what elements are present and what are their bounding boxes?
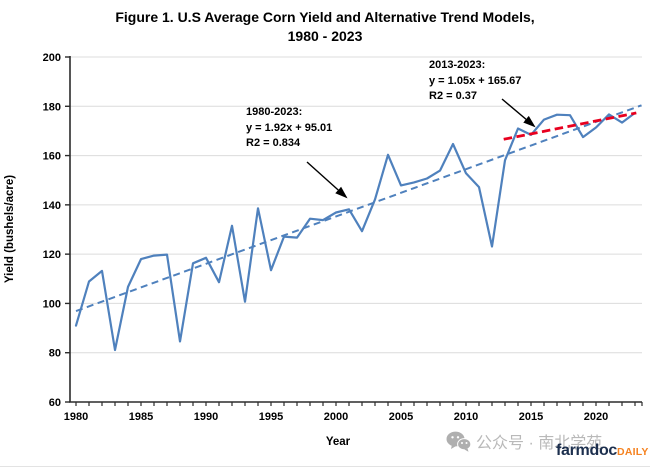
annotation-r2: R2 = 0.37 <box>429 90 478 102</box>
annotation-trend-1980-2023: 1980-2023: y = 1.92x + 95.01 R2 = 0.834 <box>246 105 332 152</box>
watermark: 公众号 · 南北学苑 <box>446 429 602 453</box>
svg-text:2000: 2000 <box>324 411 348 423</box>
annotation-period: 1980-2023: <box>246 106 303 118</box>
chart-title-line1: Figure 1. U.S Average Corn Yield and Alt… <box>115 9 535 25</box>
svg-text:80: 80 <box>49 348 61 360</box>
svg-text:200: 200 <box>43 52 61 64</box>
annotation-r2: R2 = 0.834 <box>246 137 301 149</box>
x-axis-label: Year <box>325 436 351 448</box>
annotation-trend-2013-2023: 2013-2023: y = 1.05x + 165.67 R2 = 0.37 <box>429 58 521 105</box>
watermark-text: 公众号 · 南北学苑 <box>476 435 603 452</box>
svg-text:140: 140 <box>43 200 61 212</box>
svg-text:60: 60 <box>49 397 61 409</box>
chart-title: Figure 1. U.S Average Corn Yield and Alt… <box>0 8 650 46</box>
svg-text:1980: 1980 <box>64 411 88 423</box>
svg-text:100: 100 <box>43 298 61 310</box>
bottom-divider <box>0 466 650 467</box>
svg-text:120: 120 <box>43 249 61 261</box>
svg-text:2010: 2010 <box>454 411 478 423</box>
wechat-icon <box>446 431 471 452</box>
chart-title-line2: 1980 - 2023 <box>287 28 363 44</box>
svg-text:1990: 1990 <box>194 411 218 423</box>
logo-farmdoc-text: farmdoc <box>556 442 618 459</box>
svg-text:2015: 2015 <box>519 411 543 423</box>
svg-text:180: 180 <box>43 101 61 113</box>
y-axis-label: Yield (bushels/acre) <box>4 174 16 284</box>
svg-text:160: 160 <box>43 151 61 163</box>
logo-daily-text: DAILY <box>617 446 649 458</box>
annotation-equation: y = 1.92x + 95.01 <box>246 121 333 134</box>
svg-text:1995: 1995 <box>259 411 283 423</box>
svg-text:1985: 1985 <box>129 411 153 423</box>
svg-text:2020: 2020 <box>584 411 608 423</box>
svg-text:2005: 2005 <box>389 411 413 423</box>
annotation-period: 2013-2023: <box>429 59 486 71</box>
farmdoc-daily-logo: farmdoc DAILY <box>556 442 649 460</box>
annotation-equation: y = 1.05x + 165.67 <box>429 74 522 87</box>
